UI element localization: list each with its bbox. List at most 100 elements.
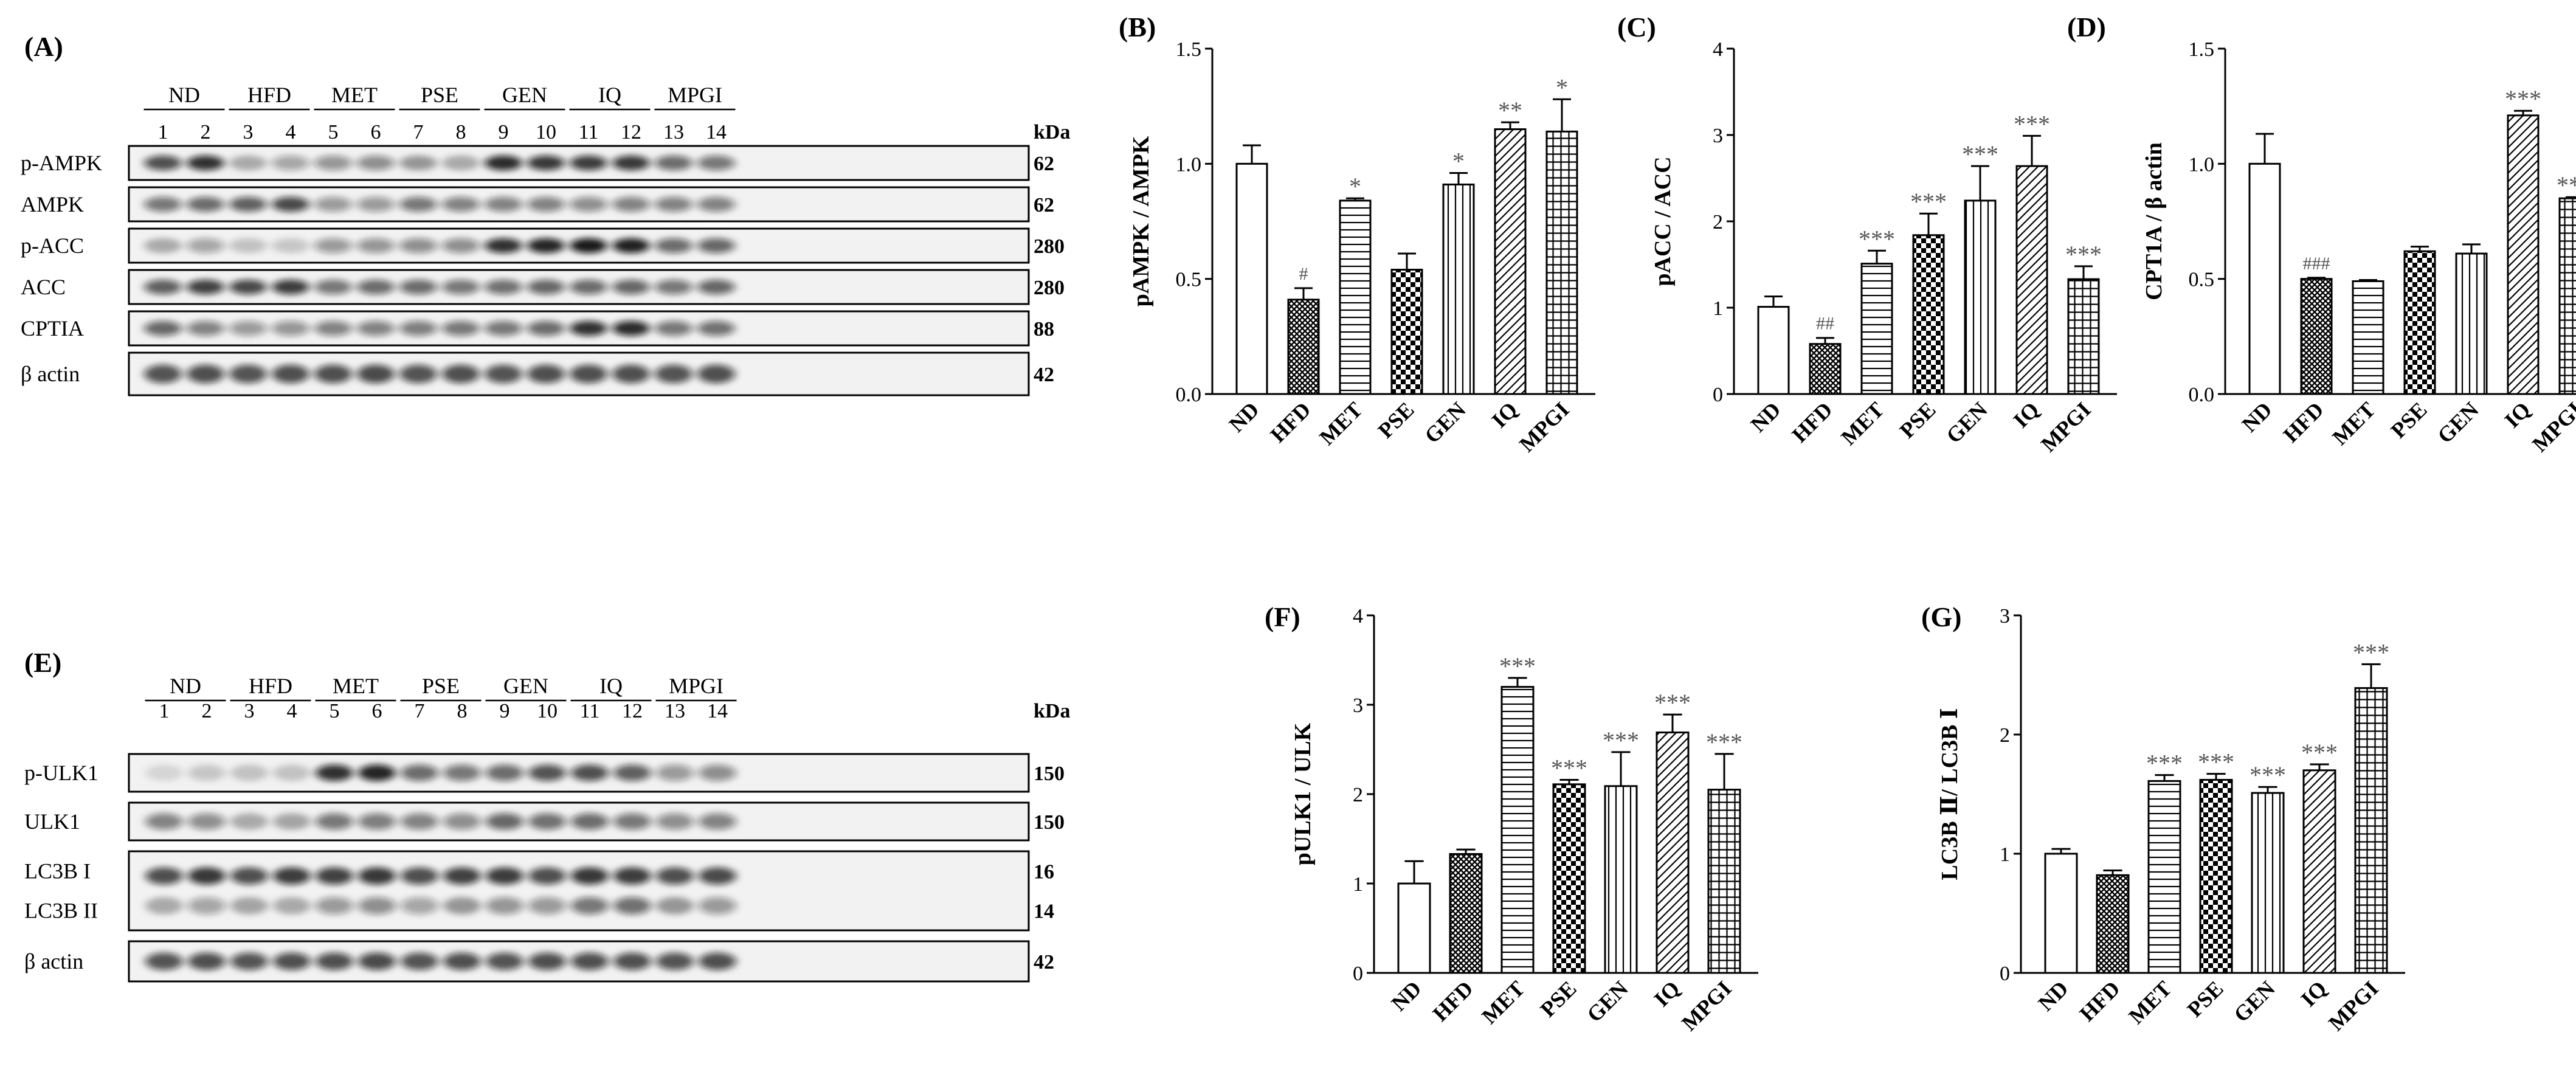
bar-chart: (B) 0.0 0.5 1.0 1.5 pAMPK / AMPK ND # HFD * MET PSE… xyxy=(1119,12,1595,457)
blot-band xyxy=(144,364,182,384)
y-tick-label: 0.0 xyxy=(1176,384,1202,406)
category-label: ND xyxy=(1746,397,1786,437)
protein-label: p-ULK1 xyxy=(24,761,98,785)
y-tick-label: 0 xyxy=(1713,384,1723,406)
blot-band xyxy=(272,155,309,171)
bar xyxy=(1449,853,1483,974)
blot-band xyxy=(612,196,650,212)
bar xyxy=(2507,114,2540,395)
category-label: HFD xyxy=(2075,976,2125,1026)
bar xyxy=(1809,343,1842,395)
blot-band xyxy=(316,897,353,915)
bar xyxy=(2302,769,2336,974)
blot-band xyxy=(357,155,395,171)
blot-band xyxy=(486,813,523,830)
blot-band xyxy=(486,764,523,781)
bar-chart: (F) 0 1 2 3 4 pULK1 / ULK ND HFD *** MET *** PSE *** G… xyxy=(1265,601,1758,1036)
group-label: MET xyxy=(333,674,379,698)
panel-label: (G) xyxy=(1921,601,1961,632)
blot-band xyxy=(485,196,522,212)
bar xyxy=(1707,789,1741,974)
category-label: MET xyxy=(1836,397,1888,449)
blot-band xyxy=(570,320,607,336)
kda-value: 14 xyxy=(1034,901,1054,923)
blot-band xyxy=(358,867,396,885)
category-label: IQ xyxy=(1487,397,1522,432)
blot-band xyxy=(316,764,353,781)
lane-number: 4 xyxy=(286,121,296,144)
blot-band xyxy=(273,764,311,781)
bar xyxy=(2199,778,2233,974)
bar xyxy=(2147,780,2181,974)
blot-band xyxy=(272,196,309,212)
category-label: PSE xyxy=(2386,397,2432,443)
bar xyxy=(2248,162,2281,395)
blot-band xyxy=(699,952,736,970)
lane-number: 7 xyxy=(415,700,425,722)
bar xyxy=(1757,306,1790,395)
y-axis-label: CPT1A / β actin xyxy=(2141,142,2167,300)
y-axis-label: pULK1 / ULK xyxy=(1290,722,1316,865)
blot-band xyxy=(570,155,607,171)
blot-band xyxy=(527,155,565,171)
blot-band xyxy=(570,238,607,254)
y-tick-label: 0.5 xyxy=(2189,269,2215,291)
blot-band xyxy=(571,897,609,915)
lane-number: 8 xyxy=(456,121,466,144)
blot-band xyxy=(442,155,480,171)
category-label: MPGI xyxy=(1514,397,1574,457)
group-label: HFD xyxy=(247,83,291,107)
category-label: MPGI xyxy=(2527,397,2576,457)
category-label: IQ xyxy=(2296,976,2332,1011)
bar xyxy=(2300,278,2333,395)
category-label: GEN xyxy=(1582,976,1632,1026)
blot-band xyxy=(699,897,736,915)
lane-number: 5 xyxy=(330,700,340,722)
blot-band xyxy=(272,364,309,384)
group-label: HFD xyxy=(249,674,292,698)
significance-label: * xyxy=(1349,173,1361,200)
significance-label: ### xyxy=(2303,254,2330,274)
blot-band xyxy=(144,196,182,212)
bar xyxy=(1442,183,1475,395)
lane-number: 2 xyxy=(201,121,211,144)
blot-band xyxy=(443,952,481,970)
y-tick-label: 1.0 xyxy=(2189,153,2215,176)
blot-band xyxy=(314,320,352,336)
blot-band xyxy=(144,238,182,254)
category-label: ND xyxy=(1224,397,1264,437)
bar xyxy=(2251,792,2285,974)
bar xyxy=(1235,162,1268,395)
blot-band xyxy=(358,952,396,970)
y-tick-label: 1.0 xyxy=(1176,153,1202,176)
bar xyxy=(1494,128,1527,395)
blot-band xyxy=(399,238,437,254)
significance-label: *** xyxy=(2014,110,2050,137)
y-tick-label: 3 xyxy=(2000,605,2010,628)
blot-band xyxy=(229,320,267,336)
blot-band xyxy=(571,813,609,830)
blot-band xyxy=(697,196,735,212)
significance-label: *** xyxy=(2353,638,2389,666)
blot-band xyxy=(528,764,566,781)
y-axis-label: LC3B Ⅱ/ LC3B Ⅰ xyxy=(1937,708,1963,880)
blot-band xyxy=(613,952,651,970)
blot-band xyxy=(697,364,735,384)
blot-band xyxy=(655,196,692,212)
category-label: GEN xyxy=(2229,976,2279,1026)
y-tick-label: 2 xyxy=(1713,211,1723,233)
blot-band xyxy=(571,952,609,970)
significance-label: *** xyxy=(1910,188,1947,215)
blot-band xyxy=(187,320,224,336)
y-tick-label: 3 xyxy=(1353,694,1363,717)
blot-band xyxy=(527,238,565,254)
blot-band xyxy=(187,279,224,295)
category-label: MPGI xyxy=(2324,976,2383,1036)
y-tick-label: 0 xyxy=(1353,963,1363,985)
blot-band xyxy=(188,952,226,970)
significance-label: *** xyxy=(2198,749,2234,776)
protein-label: LC3B I xyxy=(24,859,91,884)
y-tick-label: 1.5 xyxy=(1176,38,1202,61)
blot-band xyxy=(697,155,735,171)
